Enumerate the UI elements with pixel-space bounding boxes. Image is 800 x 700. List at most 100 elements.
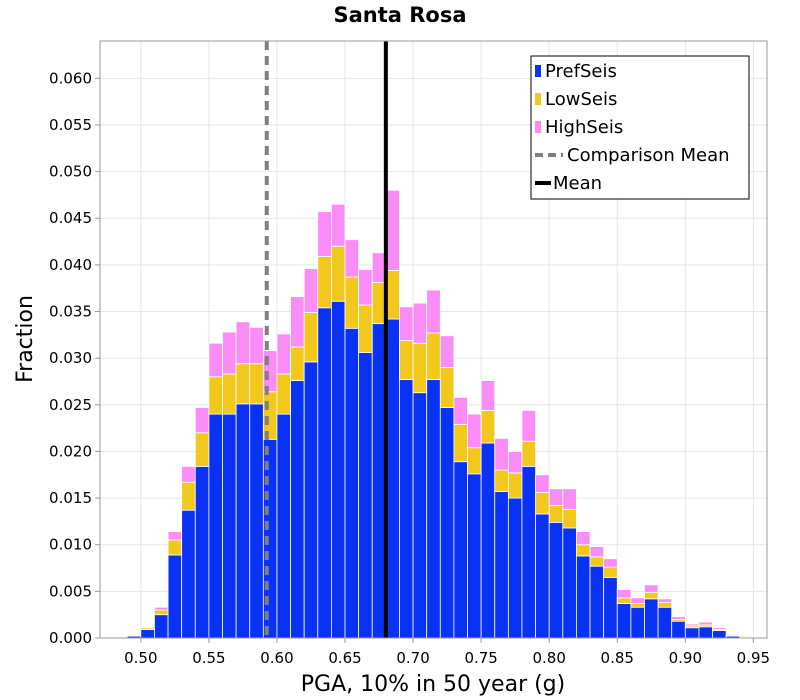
bar-highseis-18 xyxy=(371,252,387,283)
y-tick-label: 0.055 xyxy=(49,116,92,134)
bar-prefseis-29 xyxy=(521,465,536,639)
x-tick-label: 0.70 xyxy=(396,649,429,667)
plot-frame xyxy=(99,40,768,639)
bar-lowseis-8 xyxy=(235,363,251,405)
bar-highseis-27 xyxy=(494,437,509,471)
y-tick-label: 0.020 xyxy=(49,442,92,460)
bar-highseis-2 xyxy=(154,606,169,611)
bar-prefseis-41 xyxy=(684,627,700,639)
bar-highseis-14 xyxy=(317,211,332,257)
bar-prefseis-20 xyxy=(399,379,414,639)
bar-lowseis-18 xyxy=(371,282,387,325)
bar-prefseis-39 xyxy=(657,606,673,639)
y-tick-label: 0.050 xyxy=(49,163,92,181)
bar-lowseis-3 xyxy=(167,539,183,556)
bar-highseis-9 xyxy=(249,326,264,365)
bar-lowseis-4 xyxy=(181,481,196,511)
bar-highseis-39 xyxy=(657,598,673,603)
bar-prefseis-23 xyxy=(439,407,455,639)
bar-lowseis-15 xyxy=(331,245,346,302)
bar-prefseis-40 xyxy=(671,620,686,639)
y-tick-label: 0.035 xyxy=(49,303,92,321)
bar-prefseis-6 xyxy=(208,413,223,639)
bar-highseis-43 xyxy=(712,627,727,631)
legend-box xyxy=(530,55,750,200)
bar-highseis-33 xyxy=(576,531,591,546)
bar-lowseis-22 xyxy=(426,332,441,381)
bar-highseis-31 xyxy=(548,488,564,506)
x-tick-label: 0.95 xyxy=(737,649,770,667)
bar-prefseis-24 xyxy=(453,461,468,639)
y-tick-label: 0.010 xyxy=(49,536,92,554)
bar-prefseis-21 xyxy=(412,392,428,639)
bar-highseis-21 xyxy=(412,302,428,344)
bar-lowseis-30 xyxy=(535,492,550,515)
bar-lowseis-7 xyxy=(222,373,237,415)
bar-highseis-44 xyxy=(725,633,741,636)
bar-prefseis-17 xyxy=(358,352,373,639)
bar-highseis-35 xyxy=(603,558,618,568)
bar-highseis-41 xyxy=(684,623,700,627)
bar-lowseis-29 xyxy=(521,440,536,467)
bar-highseis-40 xyxy=(671,616,686,620)
bar-prefseis-36 xyxy=(616,603,632,639)
bar-highseis-42 xyxy=(698,621,713,626)
legend-label: PrefSeis xyxy=(545,61,617,82)
bar-prefseis-5 xyxy=(194,465,210,639)
bar-prefseis-28 xyxy=(507,497,523,639)
bar-highseis-34 xyxy=(589,546,605,558)
bar-lowseis-13 xyxy=(303,312,319,363)
bar-prefseis-11 xyxy=(276,413,291,639)
x-tick-label: 0.50 xyxy=(124,649,157,667)
bar-prefseis-8 xyxy=(235,403,251,639)
bar-lowseis-24 xyxy=(453,423,468,463)
bar-prefseis-4 xyxy=(181,509,196,639)
bar-prefseis-32 xyxy=(562,527,577,639)
bar-highseis-15 xyxy=(331,203,346,247)
bar-highseis-23 xyxy=(439,335,455,368)
bar-lowseis-21 xyxy=(412,342,428,394)
bar-prefseis-43 xyxy=(712,630,727,639)
bar-highseis-29 xyxy=(521,409,536,442)
bar-highseis-13 xyxy=(303,268,319,313)
bar-highseis-25 xyxy=(467,413,482,449)
x-tick-label: 0.90 xyxy=(669,649,702,667)
bar-lowseis-9 xyxy=(249,363,264,405)
x-axis-ticks: 0.50 0.55 0.60 0.65 0.70 0.75 0.80 0.85 0.90 0.95 xyxy=(124,638,770,667)
x-tick-label: 0.60 xyxy=(260,649,293,667)
bar-prefseis-25 xyxy=(467,473,482,639)
bar-lowseis-6 xyxy=(208,376,223,415)
bar-lowseis-27 xyxy=(494,469,509,492)
bar-highseis-26 xyxy=(480,380,496,411)
bar-prefseis-30 xyxy=(535,513,550,639)
bar-prefseis-14 xyxy=(317,307,332,639)
x-tick-label: 0.65 xyxy=(328,649,361,667)
bar-highseis-4 xyxy=(181,465,196,483)
bar-prefseis-12 xyxy=(290,380,305,639)
bar-lowseis-11 xyxy=(276,373,291,415)
legend-label: Comparison Mean xyxy=(567,145,730,166)
legend: PrefSeis LowSeis HighSeis Comparison Mean Me… xyxy=(530,55,750,200)
bar-lowseis-37 xyxy=(630,603,645,608)
bar-prefseis-26 xyxy=(480,442,496,639)
legend-label: LowSeis xyxy=(545,89,617,110)
y-tick-label: 0.025 xyxy=(49,396,92,414)
bar-highseis-19 xyxy=(385,189,400,271)
y-tick-label: 0.030 xyxy=(49,349,92,367)
x-tick-label: 0.55 xyxy=(192,649,225,667)
bar-highseis-8 xyxy=(235,321,251,365)
bar-highseis-37 xyxy=(630,597,645,604)
bar-lowseis-25 xyxy=(467,447,482,475)
bar-prefseis-31 xyxy=(548,521,564,639)
bar-highseis-24 xyxy=(453,396,468,425)
bar-prefseis-38 xyxy=(644,598,659,639)
bar-prefseis-35 xyxy=(603,576,618,639)
y-axis-ticks: 0.000 0.005 0.010 0.015 0.020 0.025 0.030 0.035… xyxy=(49,69,100,647)
bar-lowseis-31 xyxy=(548,505,564,523)
x-tick-label: 0.85 xyxy=(601,649,634,667)
bar-highseis-6 xyxy=(208,342,223,378)
legend-swatch xyxy=(535,121,541,133)
bar-highseis-38 xyxy=(644,584,659,593)
bar-highseis-32 xyxy=(562,488,577,510)
